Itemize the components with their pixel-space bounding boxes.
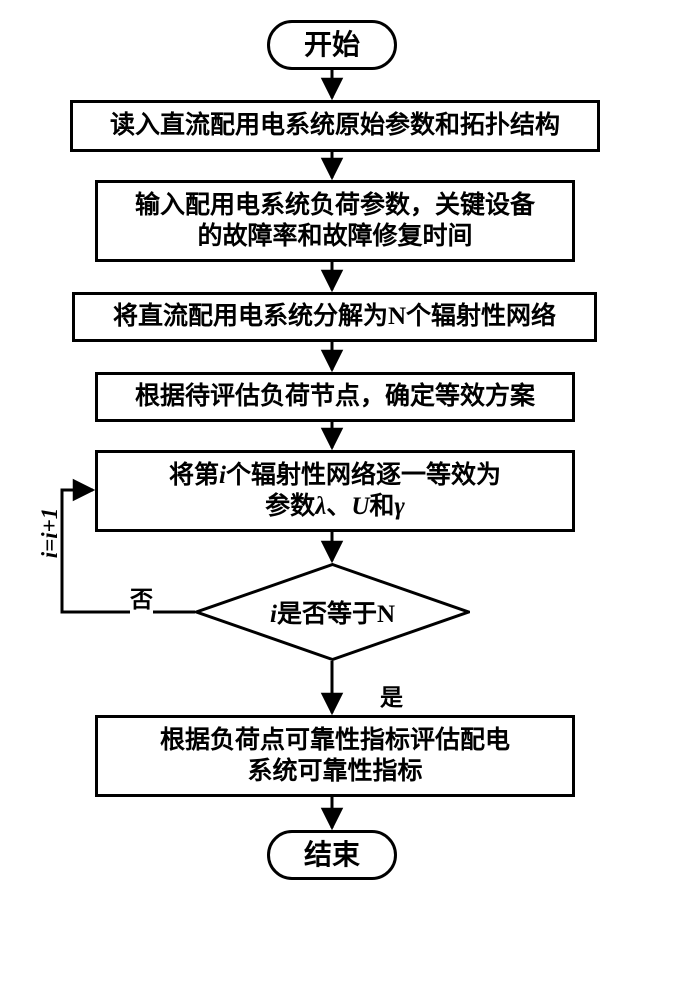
edge-label-yes: 是 — [380, 678, 403, 712]
process-p1: 读入直流配用电系统原始参数和拓扑结构 — [70, 100, 600, 152]
decision-d1-label: i是否等于N — [270, 594, 395, 630]
process-p4-label: 根据待评估负荷节点，确定等效方案 — [135, 381, 535, 412]
process-p5: 将第i个辐射性网络逐一等效为参数λ、U和γ — [95, 450, 575, 532]
process-p3: 将直流配用电系统分解为N个辐射性网络 — [72, 292, 597, 342]
process-p2-label: 输入配用电系统负荷参数，关键设备 的故障率和故障修复时间 — [135, 190, 535, 253]
decision-d1: i是否等于N — [195, 563, 470, 661]
loop-increment-text: i=i+1 — [37, 508, 62, 559]
process-p5-label: 将第i个辐射性网络逐一等效为参数λ、U和γ — [169, 460, 501, 523]
flowchart-canvas: 开始 读入直流配用电系统原始参数和拓扑结构 输入配用电系统负荷参数，关键设备 的… — [20, 20, 661, 980]
edge-label-no: 否 — [130, 580, 153, 614]
process-p2: 输入配用电系统负荷参数，关键设备 的故障率和故障修复时间 — [95, 180, 575, 262]
process-p1-label: 读入直流配用电系统原始参数和拓扑结构 — [110, 110, 560, 141]
process-p4: 根据待评估负荷节点，确定等效方案 — [95, 372, 575, 422]
terminal-start: 开始 — [267, 20, 397, 70]
process-p6-label: 根据负荷点可靠性指标评估配电 系统可靠性指标 — [160, 725, 510, 788]
loop-increment-label: i=i+1 — [37, 498, 63, 568]
process-p6: 根据负荷点可靠性指标评估配电 系统可靠性指标 — [95, 715, 575, 797]
terminal-end: 结束 — [267, 830, 397, 880]
terminal-start-label: 开始 — [304, 28, 360, 63]
process-p3-label: 将直流配用电系统分解为N个辐射性网络 — [113, 301, 556, 332]
terminal-end-label: 结束 — [304, 838, 360, 873]
